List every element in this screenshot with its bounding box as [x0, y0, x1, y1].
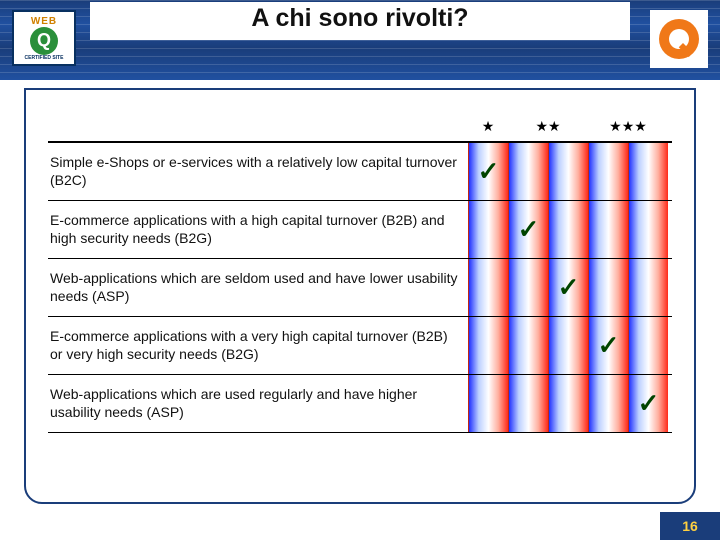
- row-cell: [548, 375, 588, 432]
- row-cell: [508, 317, 548, 374]
- logo-top-text: WEB: [31, 16, 57, 27]
- web-certified-logo: WEB Q CERTIFIED SITE: [12, 10, 76, 66]
- row-cell: [548, 143, 588, 200]
- row-label: Simple e-Shops or e-services with a rela…: [48, 143, 468, 200]
- row-cell: [588, 201, 628, 258]
- row-label: Web-applications which are seldom used a…: [48, 259, 468, 316]
- row-cell: [468, 375, 508, 432]
- header-col-2star: ★★: [508, 118, 588, 141]
- row-cell: ✓: [628, 375, 668, 432]
- row-cell: [548, 201, 588, 258]
- row-cell: [588, 143, 628, 200]
- row-cell: ✓: [468, 143, 508, 200]
- row-cell: [468, 317, 508, 374]
- row-cell: [628, 143, 668, 200]
- row-cell: ✓: [548, 259, 588, 316]
- row-cell: ✓: [508, 201, 548, 258]
- check-icon: ✓: [558, 272, 580, 303]
- orange-q-logo: [650, 10, 708, 68]
- row-label: Web-applications which are used regularl…: [48, 375, 468, 432]
- content-panel: ★ ★★ ★★★ Simple e-Shops or e-services wi…: [24, 88, 696, 504]
- check-icon: ✓: [478, 156, 500, 187]
- row-label: E-commerce applications with a high capi…: [48, 201, 468, 258]
- row-cell: [548, 317, 588, 374]
- row-cell: [508, 375, 548, 432]
- table-row: E-commerce applications with a high capi…: [48, 201, 672, 259]
- header-label-spacer: [48, 118, 468, 141]
- header-col-1star: ★: [468, 118, 508, 141]
- row-cell: [628, 201, 668, 258]
- logo-q-icon: Q: [30, 27, 58, 55]
- row-cell: ✓: [588, 317, 628, 374]
- table-row: Web-applications which are seldom used a…: [48, 259, 672, 317]
- table-header-row: ★ ★★ ★★★: [48, 118, 672, 143]
- row-cell: [508, 143, 548, 200]
- page-title: A chi sono rivolti?: [90, 4, 630, 33]
- orange-circle-icon: [657, 17, 701, 61]
- header: A chi sono rivolti? WEB Q CERTIFIED SITE: [0, 0, 720, 80]
- row-cell: [588, 375, 628, 432]
- page-number: 16: [660, 512, 720, 540]
- row-label: E-commerce applications with a very high…: [48, 317, 468, 374]
- row-cell: [628, 259, 668, 316]
- row-cell: [628, 317, 668, 374]
- row-cell: [468, 259, 508, 316]
- logo-bottom-text: CERTIFIED SITE: [25, 55, 64, 61]
- table-body: Simple e-Shops or e-services with a rela…: [48, 143, 672, 433]
- check-icon: ✓: [598, 330, 620, 361]
- check-icon: ✓: [638, 388, 660, 419]
- table-row: Simple e-Shops or e-services with a rela…: [48, 143, 672, 201]
- row-cell: [508, 259, 548, 316]
- check-icon: ✓: [518, 214, 540, 245]
- table-row: E-commerce applications with a very high…: [48, 317, 672, 375]
- comparison-table: ★ ★★ ★★★ Simple e-Shops or e-services wi…: [48, 118, 672, 433]
- row-cell: [588, 259, 628, 316]
- table-row: Web-applications which are used regularl…: [48, 375, 672, 433]
- footer-bar: [0, 512, 720, 540]
- row-cell: [468, 201, 508, 258]
- header-col-3star: ★★★: [588, 118, 668, 141]
